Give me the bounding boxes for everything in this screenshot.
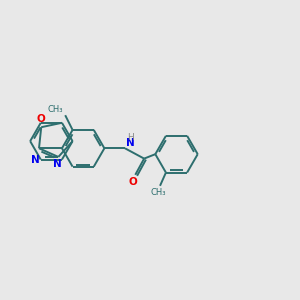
Text: N: N <box>53 159 62 169</box>
Text: H: H <box>128 133 134 142</box>
Text: N: N <box>31 154 39 164</box>
Text: N: N <box>126 138 134 148</box>
Text: O: O <box>37 114 46 124</box>
Text: CH₃: CH₃ <box>47 105 63 114</box>
Text: O: O <box>129 177 137 187</box>
Text: CH₃: CH₃ <box>151 188 166 197</box>
